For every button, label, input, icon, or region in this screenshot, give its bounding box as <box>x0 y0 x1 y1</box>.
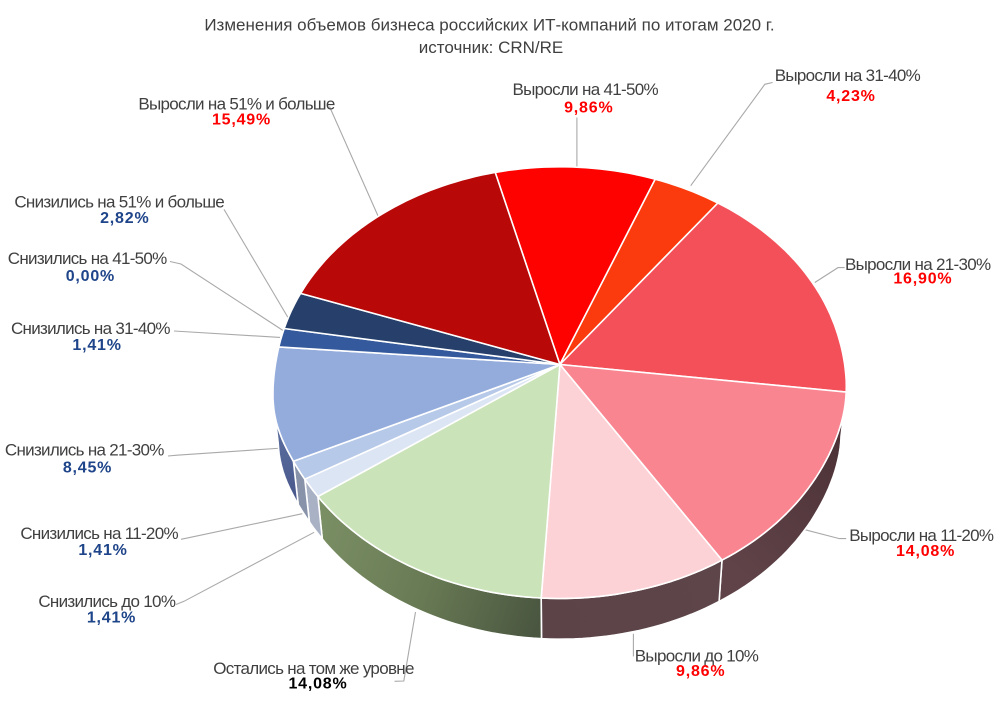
svg-text:Выросли на 41-50%: Выросли на 41-50% <box>513 80 659 99</box>
svg-text:Выросли на 31-40%: Выросли на 31-40% <box>775 66 921 85</box>
svg-text:16,90%: 16,90% <box>893 271 952 288</box>
svg-text:Снизились до 10%: Снизились до 10% <box>38 592 175 611</box>
svg-text:1,41%: 1,41% <box>78 542 127 559</box>
svg-text:Выросли на 11-20%: Выросли на 11-20% <box>849 526 994 545</box>
svg-text:14,08%: 14,08% <box>288 676 347 693</box>
svg-text:Выросли на 21-30%: Выросли на 21-30% <box>845 255 991 274</box>
svg-text:1,41%: 1,41% <box>87 610 136 627</box>
svg-text:15,49%: 15,49% <box>212 111 271 128</box>
svg-text:8,45%: 8,45% <box>63 460 112 477</box>
svg-text:Снизились на 51% и больше: Снизились на 51% и больше <box>14 193 224 212</box>
svg-text:Выросли до 10%: Выросли до 10% <box>635 647 759 666</box>
svg-text:Снизились на 21-30%: Снизились на 21-30% <box>5 441 164 460</box>
svg-text:Снизились на 31-40%: Снизились на 31-40% <box>11 319 170 338</box>
svg-text:0,00%: 0,00% <box>66 268 115 285</box>
svg-text:Изменения объемов бизнеса росс: Изменения объемов бизнеса российских ИТ-… <box>204 16 774 35</box>
svg-text:источник: CRN/RE: источник: CRN/RE <box>419 38 563 57</box>
svg-text:2,82%: 2,82% <box>100 210 149 227</box>
svg-text:Выросли на 51% и больше: Выросли на 51% и больше <box>138 95 334 114</box>
svg-text:Остались на том же уровне: Остались на том же уровне <box>213 659 414 678</box>
svg-text:14,08%: 14,08% <box>896 543 955 560</box>
svg-text:9,86%: 9,86% <box>564 100 613 117</box>
svg-text:Снизились на 11-20%: Снизились на 11-20% <box>20 524 178 543</box>
svg-text:Снизились на 41-50%: Снизились на 41-50% <box>8 249 167 268</box>
svg-text:1,41%: 1,41% <box>72 337 121 354</box>
svg-text:9,86%: 9,86% <box>676 663 725 680</box>
svg-text:4,23%: 4,23% <box>826 88 875 105</box>
